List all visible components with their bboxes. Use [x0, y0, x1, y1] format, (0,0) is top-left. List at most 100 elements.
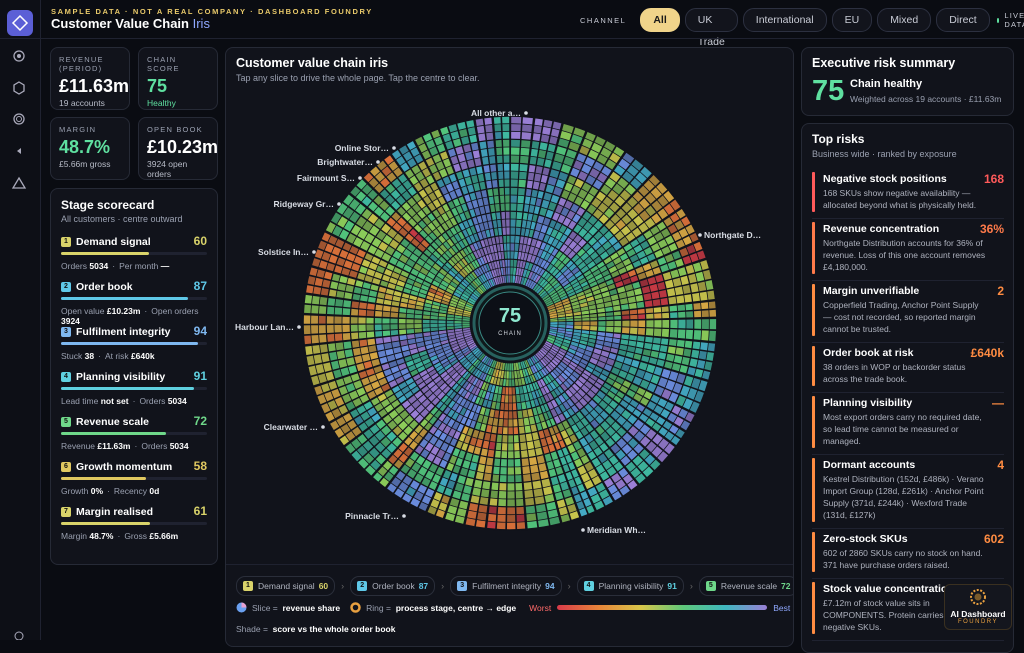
iris-cell: [689, 401, 701, 414]
channel-pill[interactable]: EU: [831, 8, 873, 32]
iris-cell: [642, 349, 651, 357]
iris-cell: [686, 319, 694, 329]
iris-cell: [459, 379, 467, 387]
ring-gap: [570, 258, 584, 275]
iris-cell: [603, 477, 614, 488]
iris-cell: [451, 207, 459, 217]
iris-cell: [447, 332, 455, 337]
iris-cell: [313, 385, 323, 396]
iris-cell: [651, 446, 663, 458]
risk-item[interactable]: Negative stock positions 168 168 SKUs show…: [812, 169, 1004, 219]
iris-cell: [615, 208, 627, 219]
nav-icon[interactable]: [11, 176, 27, 189]
iris-cell: [518, 243, 523, 252]
risk-item[interactable]: Zero-stock SKUs 602 602 of 2860 SKUs carry…: [812, 529, 1004, 579]
stage-chip[interactable]: 2 Order book 87: [350, 576, 436, 596]
iris-cell: [548, 201, 557, 211]
iris-cell: [632, 281, 641, 289]
stage-chip[interactable]: 1 Demand signal 60: [236, 576, 336, 596]
iris-cell: [557, 449, 564, 458]
nav-icon[interactable]: [14, 631, 24, 641]
brand-badge[interactable]: AI Dashboard FOUNDRY: [944, 584, 1012, 630]
iris-cell: [588, 236, 597, 246]
nav-icon[interactable]: [13, 113, 25, 125]
nav-icon[interactable]: [17, 148, 21, 154]
iris-cell: [454, 326, 462, 329]
iris-cell: [434, 189, 443, 198]
iris-cell: [419, 418, 429, 428]
iris-cell: [556, 308, 565, 313]
channel-pill[interactable]: Mixed: [877, 8, 932, 32]
app-icon[interactable]: [7, 10, 33, 36]
iris-cell: [441, 495, 451, 504]
channel-pill[interactable]: All: [640, 8, 680, 32]
iris-cell: [357, 458, 369, 470]
channel-pill[interactable]: UK Trade: [684, 8, 738, 48]
iris-cell: [430, 241, 439, 250]
slice-gap: [462, 361, 502, 527]
iris-cell: [644, 300, 653, 308]
ring-gap: [323, 192, 350, 232]
iris-cell: [503, 243, 507, 251]
iris-cell: [464, 276, 472, 284]
iris-cell: [552, 369, 560, 377]
stage-chip[interactable]: 3 Fulfilment integrity 94: [450, 576, 562, 596]
ring-gap: [624, 447, 646, 468]
iris-cell: [561, 297, 570, 303]
nav-icon[interactable]: [13, 81, 25, 95]
iris-cell: [571, 338, 580, 343]
iris-cell: [563, 283, 572, 290]
iris-cell: [463, 361, 471, 368]
iris-cell: [662, 271, 672, 281]
iris-cell: [594, 293, 603, 300]
iris-cell: [467, 365, 474, 372]
iris-cell: [461, 425, 469, 435]
channel-pill[interactable]: International: [742, 8, 827, 32]
stage-bar: [61, 432, 167, 435]
ring-gap: [533, 262, 547, 271]
iris-cell: [432, 153, 442, 164]
iris-cell: [327, 297, 336, 306]
risk-item[interactable]: Planning visibility — Most export orders c…: [812, 393, 1004, 455]
channel-pill[interactable]: Direct: [936, 8, 990, 32]
iris-cell: [466, 339, 474, 344]
iris-cell: [462, 327, 471, 331]
iris-cell: [469, 344, 477, 350]
iris-cell: [574, 321, 582, 326]
stage-chip[interactable]: 4 Planning visibility 91: [576, 576, 684, 596]
risk-item[interactable]: Margin unverifiable 2 Copperfield Trading,…: [812, 281, 1004, 343]
nav-icon[interactable]: [13, 50, 25, 62]
iris-cell: [540, 368, 547, 377]
risk-item[interactable]: Order book at risk £640k 38 orders in WOP …: [812, 343, 1004, 393]
iris-cell: [338, 385, 348, 396]
iris-cell: [558, 319, 566, 322]
iris-cell: [354, 355, 363, 364]
iris-cell: [460, 280, 468, 288]
iris-cell: [573, 441, 582, 451]
iris-cell: [623, 395, 632, 404]
iris-cell: [599, 489, 610, 500]
iris-cell: [499, 259, 503, 268]
stage-chip[interactable]: 5 Revenue scale 72: [698, 576, 793, 596]
iris-cell: [394, 390, 404, 399]
risk-item[interactable]: Dormant accounts 4 Kestrel Distribution (1…: [812, 455, 1004, 529]
iris-cell: [571, 469, 579, 478]
iris-cell: [606, 358, 615, 366]
iris-cell: [470, 252, 477, 261]
iris-cell: [544, 252, 551, 261]
iris-cell: [432, 301, 441, 306]
iris-cell: [504, 259, 508, 267]
iris-cell: [463, 312, 471, 316]
iris-cell: [685, 264, 695, 275]
iris-cell: [625, 183, 637, 196]
iris-cell: [616, 247, 626, 256]
iris-cell: [435, 400, 444, 409]
iris-cell: [485, 357, 491, 365]
iris-cell: [592, 369, 601, 378]
risk-item[interactable]: Revenue concentration 36% Northgate Distri…: [812, 219, 1004, 281]
iris-cell: [555, 336, 564, 342]
nav-icon-dot: [17, 54, 21, 58]
iris-cell: [596, 360, 606, 369]
iris-cell: [390, 330, 399, 336]
